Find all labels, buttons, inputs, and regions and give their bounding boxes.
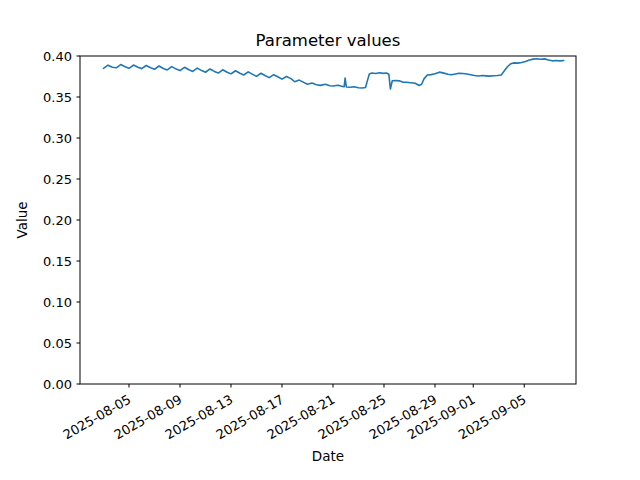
- y-tick-label: 0.30: [43, 131, 72, 146]
- y-tick-label: 0.35: [43, 90, 72, 105]
- y-tick-label: 0.25: [43, 172, 72, 187]
- figure: 0.00 0.05 0.10 0.15 0.20 0.25 0.30 0.35 0.40 202…: [0, 0, 640, 480]
- y-tick-label: 0.05: [43, 336, 72, 351]
- x-axis-label: Date: [312, 448, 344, 464]
- x-axis-ticks: 2025-08-052025-08-092025-08-132025-08-17…: [61, 384, 529, 442]
- plot-area-border: [80, 56, 576, 384]
- y-tick-label: 0.20: [43, 213, 72, 228]
- y-axis-label: Value: [14, 201, 30, 238]
- y-tick-label: 0.10: [43, 295, 72, 310]
- chart-title: Parameter values: [256, 31, 401, 50]
- chart: 0.00 0.05 0.10 0.15 0.20 0.25 0.30 0.35 0.40 202…: [0, 0, 640, 480]
- y-tick-label: 0.15: [43, 254, 72, 269]
- data-line-series: [104, 59, 564, 89]
- y-axis-ticks: 0.00 0.05 0.10 0.15 0.20 0.25 0.30 0.35 0.40: [43, 49, 80, 392]
- y-tick-label: 0.00: [43, 377, 72, 392]
- y-tick-label: 0.40: [43, 49, 72, 64]
